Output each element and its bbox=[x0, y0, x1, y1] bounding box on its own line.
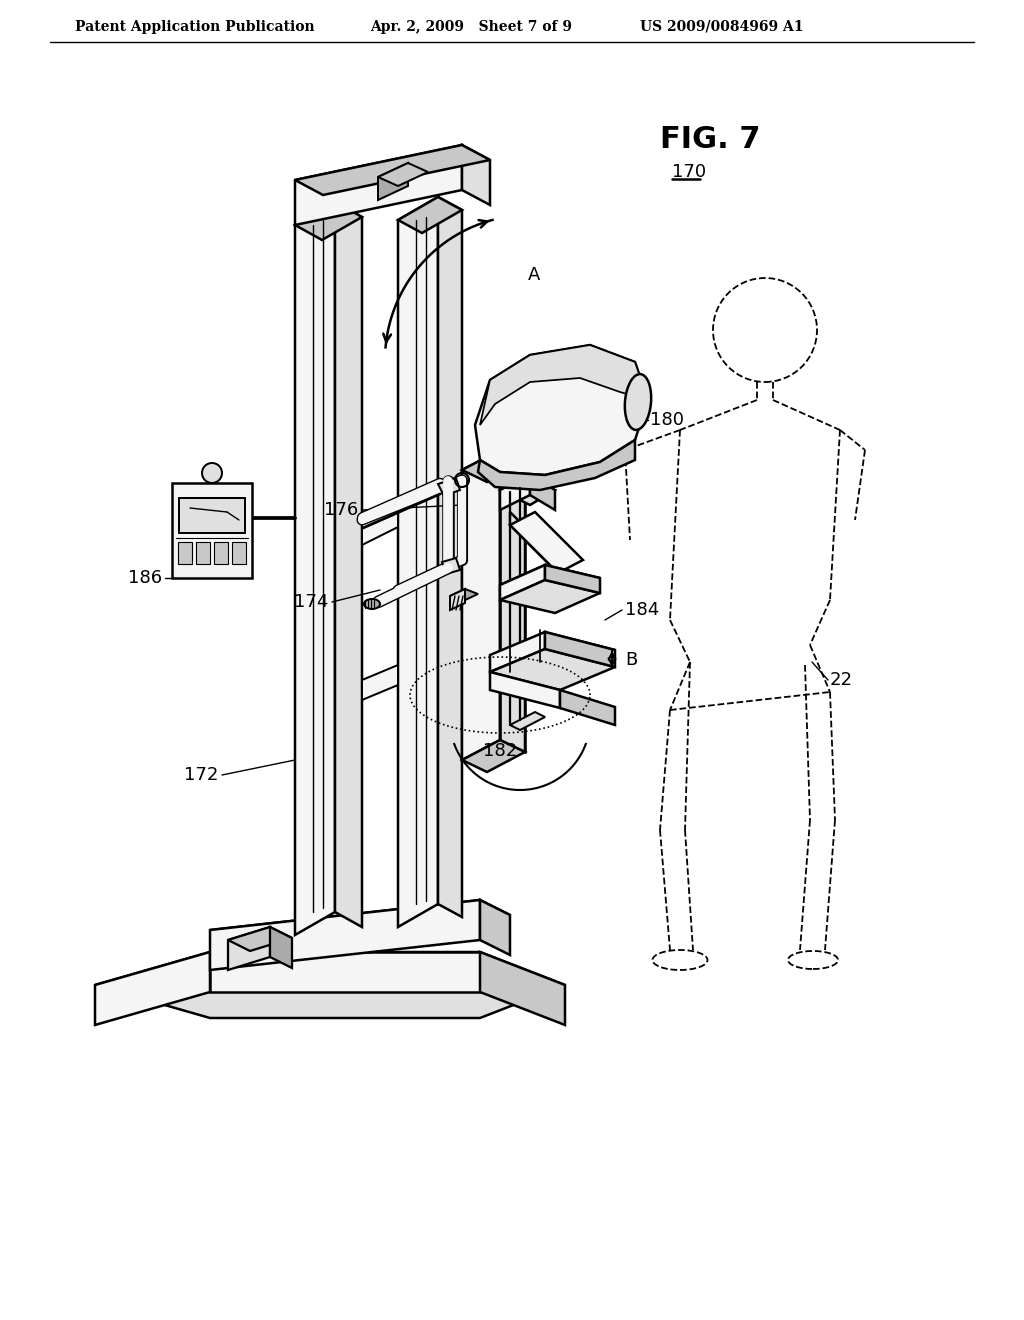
Polygon shape bbox=[480, 952, 565, 1026]
Polygon shape bbox=[478, 440, 635, 490]
Text: 176: 176 bbox=[324, 502, 358, 519]
Polygon shape bbox=[362, 665, 398, 700]
Polygon shape bbox=[480, 900, 510, 954]
Polygon shape bbox=[210, 952, 480, 993]
Polygon shape bbox=[450, 589, 478, 601]
Ellipse shape bbox=[788, 950, 838, 969]
Polygon shape bbox=[490, 672, 560, 708]
Polygon shape bbox=[378, 162, 428, 186]
Text: 180: 180 bbox=[650, 411, 684, 429]
Polygon shape bbox=[438, 478, 460, 496]
Text: FIG. 7: FIG. 7 bbox=[660, 125, 761, 154]
Bar bbox=[178, 543, 193, 564]
Polygon shape bbox=[95, 952, 565, 1018]
Polygon shape bbox=[500, 579, 600, 612]
Polygon shape bbox=[398, 197, 438, 927]
Polygon shape bbox=[545, 632, 615, 667]
Text: 186: 186 bbox=[128, 569, 162, 587]
Polygon shape bbox=[442, 558, 460, 574]
Polygon shape bbox=[490, 632, 545, 672]
Ellipse shape bbox=[364, 599, 380, 609]
Bar bbox=[232, 543, 246, 564]
Polygon shape bbox=[172, 483, 252, 578]
Polygon shape bbox=[500, 475, 530, 510]
Polygon shape bbox=[510, 512, 558, 573]
Polygon shape bbox=[450, 589, 465, 610]
Text: Patent Application Publication: Patent Application Publication bbox=[75, 20, 314, 34]
Polygon shape bbox=[362, 502, 398, 531]
Text: 170: 170 bbox=[672, 162, 707, 181]
Text: US 2009/0084969 A1: US 2009/0084969 A1 bbox=[640, 20, 804, 34]
Polygon shape bbox=[398, 197, 462, 234]
Text: B: B bbox=[625, 651, 637, 669]
Polygon shape bbox=[295, 145, 490, 195]
Polygon shape bbox=[500, 450, 525, 752]
Text: 184: 184 bbox=[625, 601, 659, 619]
Polygon shape bbox=[210, 900, 480, 970]
Circle shape bbox=[202, 463, 222, 483]
Text: A: A bbox=[528, 267, 541, 284]
Polygon shape bbox=[495, 632, 615, 673]
Polygon shape bbox=[530, 475, 555, 510]
Text: 182: 182 bbox=[483, 742, 517, 760]
Polygon shape bbox=[295, 145, 462, 224]
Polygon shape bbox=[510, 711, 545, 730]
Polygon shape bbox=[362, 502, 398, 545]
Bar bbox=[196, 543, 210, 564]
Polygon shape bbox=[295, 202, 335, 935]
Polygon shape bbox=[490, 649, 615, 690]
Polygon shape bbox=[480, 345, 648, 425]
Polygon shape bbox=[295, 202, 362, 240]
Polygon shape bbox=[335, 202, 362, 927]
Polygon shape bbox=[228, 927, 270, 970]
Polygon shape bbox=[210, 900, 510, 945]
Polygon shape bbox=[179, 498, 245, 533]
Polygon shape bbox=[545, 565, 600, 593]
Polygon shape bbox=[228, 927, 292, 950]
Polygon shape bbox=[462, 145, 490, 205]
Text: 22: 22 bbox=[830, 671, 853, 689]
Bar bbox=[214, 543, 228, 564]
Polygon shape bbox=[462, 450, 525, 482]
Polygon shape bbox=[500, 565, 600, 598]
Polygon shape bbox=[95, 952, 210, 1026]
Polygon shape bbox=[560, 690, 615, 725]
Polygon shape bbox=[475, 345, 648, 475]
Text: Apr. 2, 2009   Sheet 7 of 9: Apr. 2, 2009 Sheet 7 of 9 bbox=[370, 20, 572, 34]
Text: 174: 174 bbox=[294, 593, 328, 611]
Polygon shape bbox=[500, 475, 555, 506]
Polygon shape bbox=[378, 162, 408, 201]
Polygon shape bbox=[438, 197, 462, 917]
Polygon shape bbox=[462, 450, 500, 760]
Ellipse shape bbox=[625, 374, 651, 430]
Ellipse shape bbox=[652, 950, 708, 970]
Polygon shape bbox=[462, 741, 525, 772]
Polygon shape bbox=[510, 512, 583, 573]
Polygon shape bbox=[500, 565, 545, 601]
Polygon shape bbox=[270, 927, 292, 968]
Text: 172: 172 bbox=[183, 766, 218, 784]
